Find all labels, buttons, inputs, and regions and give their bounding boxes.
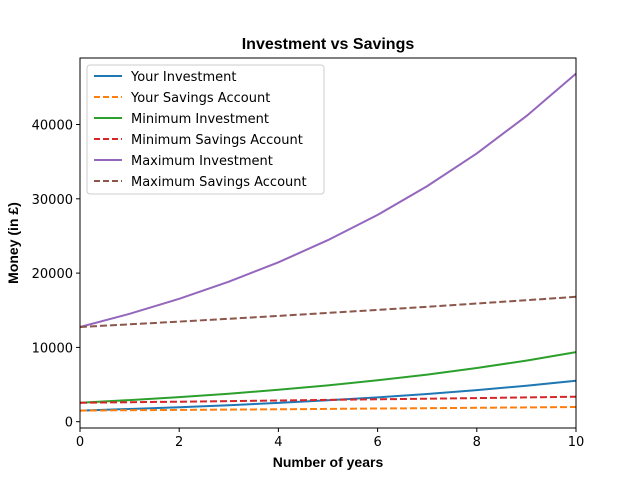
series-line-5 bbox=[79, 295, 577, 328]
series-line-0 bbox=[79, 379, 577, 412]
x-tick-label: 0 bbox=[76, 435, 84, 450]
x-tick-label: 4 bbox=[274, 435, 282, 450]
y-axis: 0 10000 20000 30000 40000 bbox=[32, 119, 80, 431]
plot-area bbox=[79, 72, 577, 412]
series-line-1 bbox=[79, 406, 577, 412]
series-line-3 bbox=[79, 395, 577, 404]
x-axis-label: Number of years bbox=[273, 454, 384, 470]
y-tick-label: 30000 bbox=[32, 193, 73, 208]
series-line-4 bbox=[79, 72, 577, 328]
legend-label: Maximum Savings Account bbox=[131, 175, 307, 190]
y-tick-label: 10000 bbox=[32, 341, 73, 356]
legend-label: Your Investment bbox=[130, 70, 237, 85]
y-tick-label: 40000 bbox=[32, 119, 73, 134]
y-tick-label: 0 bbox=[65, 416, 73, 431]
legend-box bbox=[86, 64, 325, 195]
legend-label: Minimum Investment bbox=[131, 112, 269, 127]
legend-label: Minimum Savings Account bbox=[131, 133, 303, 148]
chart-title: Investment vs Savings bbox=[242, 36, 415, 53]
axes-frame bbox=[79, 57, 577, 429]
x-tick-label: 2 bbox=[175, 435, 183, 450]
legend-label: Maximum Investment bbox=[131, 154, 273, 169]
legend-label: Your Savings Account bbox=[130, 91, 270, 106]
x-tick-label: 8 bbox=[473, 435, 481, 450]
x-tick-label: 6 bbox=[373, 435, 381, 450]
y-tick-label: 20000 bbox=[32, 267, 73, 282]
x-tick-label: 10 bbox=[568, 435, 585, 450]
legend: Your Investment Your Savings Account Minim… bbox=[86, 64, 325, 195]
y-axis-label: Money (in £) bbox=[5, 202, 21, 284]
series-line-2 bbox=[79, 351, 577, 404]
x-axis: 0 2 4 6 8 10 bbox=[76, 428, 584, 450]
